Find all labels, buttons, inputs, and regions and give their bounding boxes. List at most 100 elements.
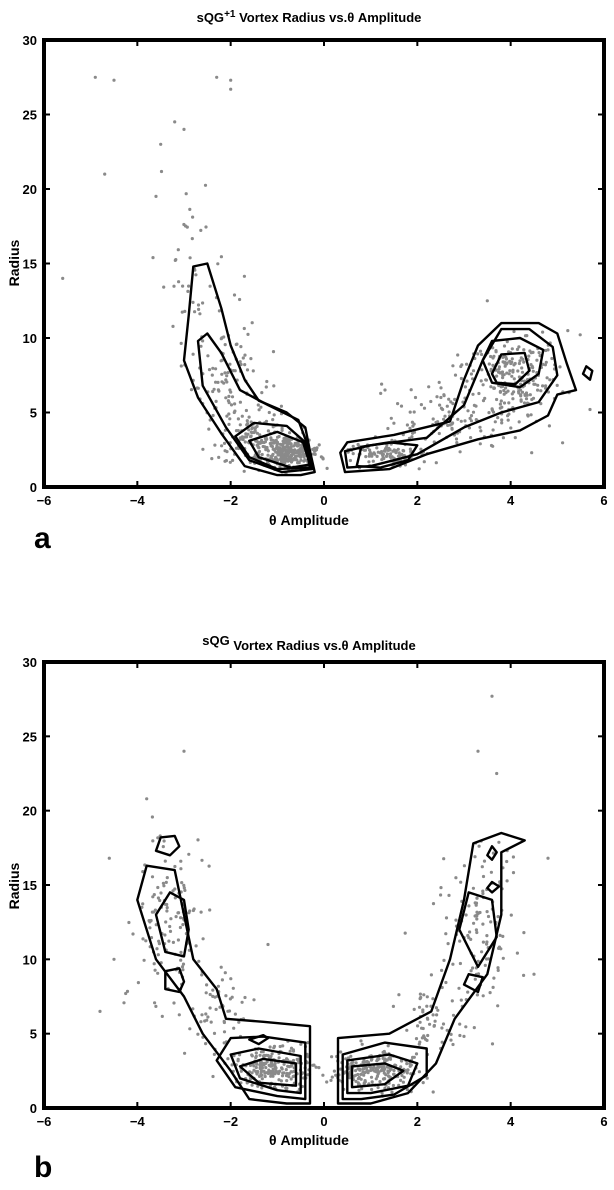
data-point <box>161 881 165 885</box>
data-point <box>262 1069 266 1073</box>
data-point <box>360 1042 364 1046</box>
density-contours <box>136 831 526 1105</box>
data-point <box>208 908 212 912</box>
data-point <box>289 1077 293 1081</box>
data-point <box>291 1058 296 1063</box>
data-point <box>271 1067 275 1071</box>
data-point <box>392 421 396 425</box>
data-point <box>187 852 191 856</box>
data-point <box>481 383 485 387</box>
data-point <box>490 694 494 698</box>
scatter-points <box>98 660 550 1098</box>
data-point <box>361 1067 365 1071</box>
data-point <box>480 368 484 372</box>
data-point <box>224 459 228 463</box>
data-point <box>204 1042 208 1046</box>
data-point <box>484 378 488 382</box>
data-point <box>520 366 524 370</box>
data-point <box>243 363 247 367</box>
x-tick-label: 4 <box>507 1114 515 1129</box>
data-point <box>490 1042 495 1046</box>
data-point <box>498 933 502 938</box>
data-point <box>181 968 185 972</box>
data-point <box>385 452 389 456</box>
data-point <box>201 937 205 941</box>
data-point <box>205 983 209 987</box>
data-point <box>535 358 539 362</box>
y-tick-label: 25 <box>23 108 37 123</box>
data-point <box>566 329 570 333</box>
panel-a-plot: −6 −4 −2 0 2 4 6 0 5 10 15 20 25 30 <box>23 33 608 508</box>
data-point <box>220 358 224 362</box>
data-point <box>220 336 224 340</box>
data-point <box>544 360 548 364</box>
data-point <box>546 856 550 860</box>
data-point <box>255 431 259 435</box>
data-point <box>208 992 212 997</box>
data-point <box>179 341 183 345</box>
data-point <box>241 437 245 442</box>
data-point <box>163 859 167 863</box>
data-point <box>240 435 244 439</box>
data-point <box>238 1053 242 1057</box>
data-point <box>443 414 447 418</box>
data-point <box>402 1075 406 1079</box>
data-point <box>280 428 284 432</box>
data-point <box>398 453 402 457</box>
data-point <box>441 407 445 412</box>
data-point <box>475 910 479 914</box>
data-point <box>261 444 265 449</box>
data-point <box>464 913 468 917</box>
data-point <box>510 357 514 361</box>
data-point <box>356 1081 360 1085</box>
data-point <box>181 962 186 966</box>
data-point <box>469 419 473 423</box>
data-point <box>317 443 321 447</box>
data-point <box>227 394 231 398</box>
data-point <box>466 409 470 413</box>
data-point <box>236 1057 240 1061</box>
data-point <box>243 440 247 444</box>
data-point <box>525 334 529 338</box>
data-point <box>380 458 384 462</box>
data-point <box>199 1020 203 1024</box>
data-point <box>536 388 540 392</box>
data-point <box>409 388 413 392</box>
data-point <box>271 447 275 451</box>
data-point <box>265 379 269 384</box>
data-point <box>179 859 183 863</box>
data-point <box>529 413 533 417</box>
y-tick-label: 0 <box>30 480 37 495</box>
data-point <box>254 425 258 430</box>
data-point <box>427 385 431 389</box>
data-point <box>440 1026 444 1030</box>
data-point <box>507 372 511 376</box>
data-point <box>242 326 246 331</box>
data-point <box>487 411 491 415</box>
data-point <box>371 459 375 463</box>
data-point <box>496 1004 500 1008</box>
data-point <box>422 460 426 464</box>
data-point <box>227 422 231 426</box>
data-point <box>382 1065 386 1069</box>
data-point <box>284 453 288 457</box>
data-point <box>250 431 254 435</box>
data-point <box>458 939 462 943</box>
data-point <box>142 958 146 962</box>
data-point <box>531 379 535 383</box>
data-point <box>201 301 205 305</box>
data-point <box>467 904 471 908</box>
data-point <box>280 426 284 430</box>
data-point <box>279 1079 283 1083</box>
data-point <box>212 1031 217 1035</box>
data-point <box>515 347 520 351</box>
data-point <box>240 1000 244 1004</box>
x-tick-label: −2 <box>223 1114 238 1129</box>
data-point <box>277 449 281 453</box>
data-point <box>211 1074 215 1079</box>
data-point <box>505 859 509 864</box>
data-point <box>156 971 160 975</box>
data-point <box>408 447 412 451</box>
data-point <box>148 926 152 930</box>
data-point <box>191 352 195 356</box>
